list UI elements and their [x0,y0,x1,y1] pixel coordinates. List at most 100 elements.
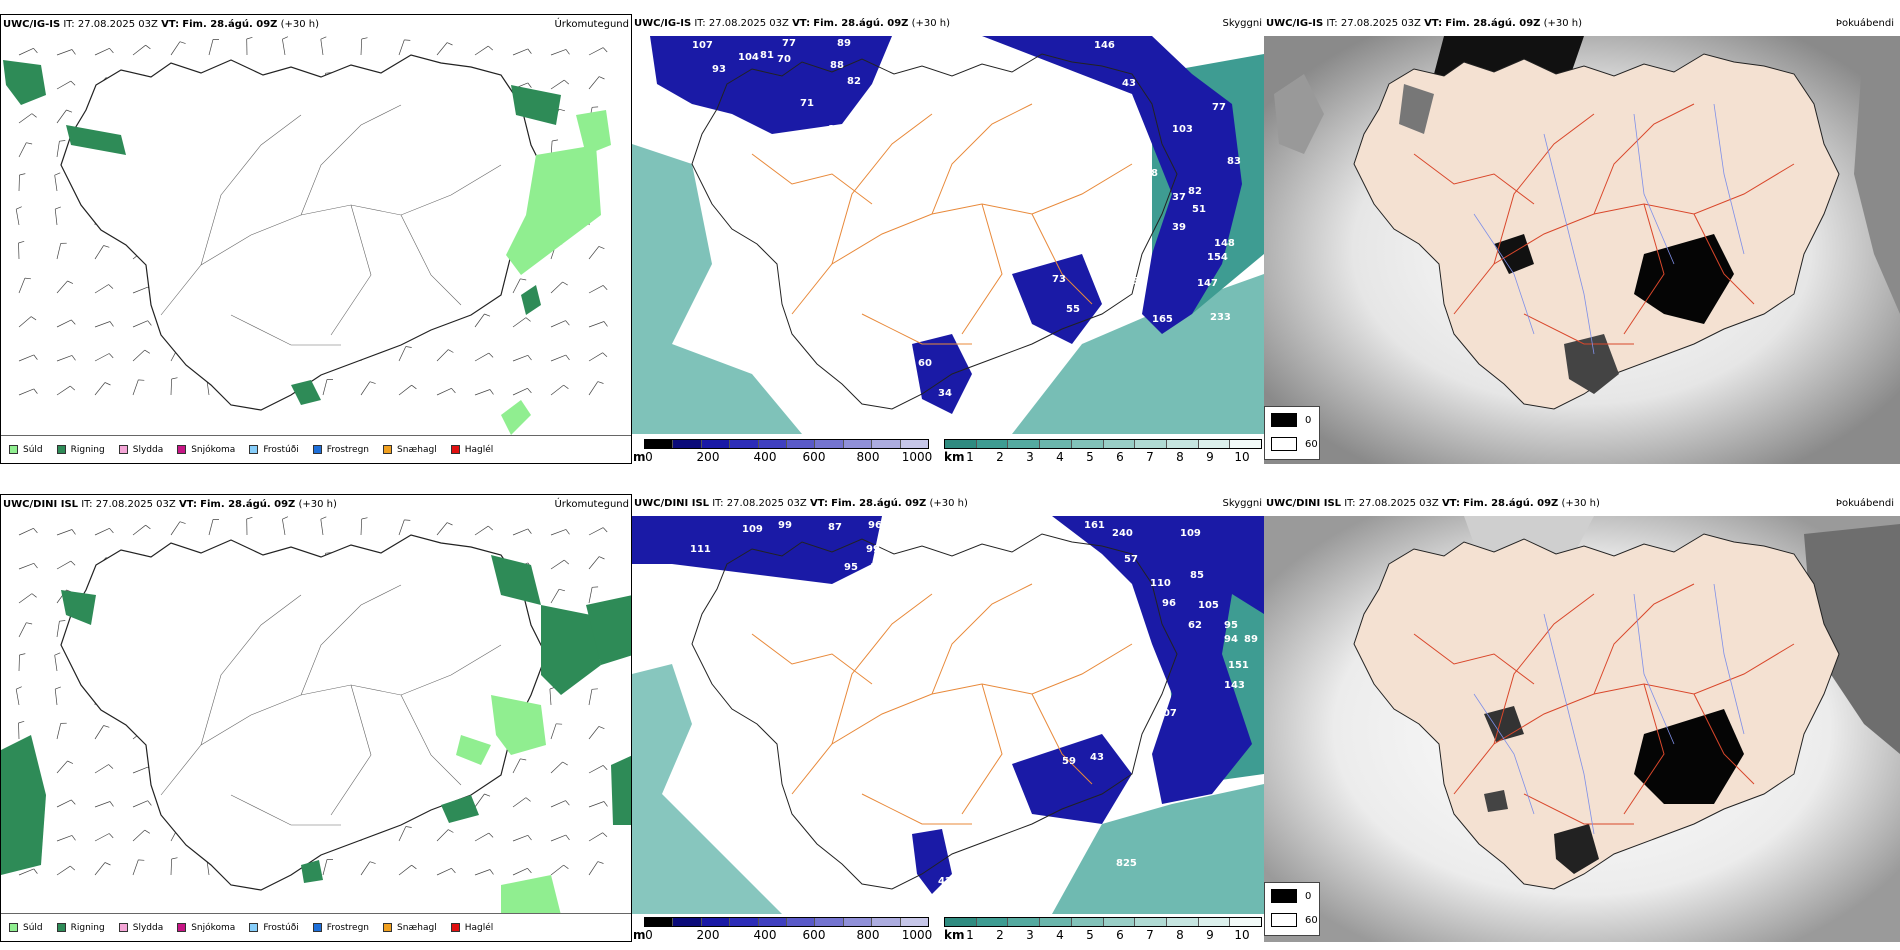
wind-barb-flag [559,588,565,592]
precip-areas [3,60,611,435]
ceiling-number: 99 [866,544,880,555]
ceiling-number: 103 [1172,124,1193,135]
wind-barb [170,521,181,536]
wind-barb-flag [320,36,327,40]
wind-barb [360,861,371,876]
ceiling-number: 825 [1116,858,1137,869]
wind-barb [56,529,73,536]
wind-barb [56,80,72,90]
wind-barb [56,385,71,396]
rivers [1473,103,1745,355]
wind-barb-flag [598,246,605,250]
visibility-tick: 1 [966,450,974,464]
wind-barb-flag [603,321,608,327]
wind-barb-flag [54,652,61,656]
ceiling-number: 109 [1180,528,1201,539]
ceiling-number: 87 [828,522,842,533]
wind-barb-flag [144,349,150,354]
wind-barb-flag [446,42,453,46]
ceiling-number: 12 [1052,216,1066,227]
ceiling-number: 71 [800,98,814,109]
wind-barb-flag [71,529,76,535]
wind-barb-flag [108,833,114,839]
wind-barb-flag [144,829,150,834]
wind-barb-flag [33,563,38,569]
wind-barb-flag [361,37,368,40]
wind-barb [132,859,139,876]
wind-barb-flag [489,869,494,875]
wind-barb [170,41,181,56]
wind-barb-flag [527,82,532,88]
ceiling-number: 100 [870,562,891,573]
wind-barb-flag [30,316,37,321]
wind-barb-flag [411,864,417,870]
wind-barb-flag [563,384,569,389]
road-network [1413,103,1795,345]
visibility-tick: 7 [1146,450,1154,464]
ceiling-number: 57 [1124,554,1138,565]
legend-swatch [312,445,322,454]
wind-barb [56,621,60,638]
ceiling-number: 107 [692,40,713,51]
wind-barb [282,519,286,536]
ceiling-tick: 600 [802,928,826,942]
legend-item-freezing-drizzle: Frostúði [249,445,299,455]
ceiling-number: 85 [1190,570,1204,581]
wind-barb [132,829,145,842]
wind-barb-flag [563,864,569,869]
fog-legend-row: 0 [1271,889,1311,903]
ceiling-number: 89 [1244,634,1258,645]
legend-item-snow: Snjókoma [177,923,235,933]
wind-barb-flag [602,832,608,838]
fog-swatch-light [1271,913,1297,927]
wind-barb-flag [108,284,114,289]
visibility-tick: 10 [1234,928,1250,942]
ceiling-colorbar-strip [644,917,929,927]
ceiling-number: 88 [830,60,844,71]
ceiling-number: 147 [1197,278,1218,289]
wind-barb [94,833,110,842]
bottom-precip-panel: UWC/DINI ISL IT: 27.08.2025 03Z VT: Fim.… [0,494,632,942]
legend-item-snow-pellets: Snæhagl [383,923,437,933]
legend-item-sleet: Slydda [118,445,163,455]
wind-barb [588,381,599,396]
ceiling-colorbar: m 0 200 400 600 800 1000 [632,914,932,942]
visibility-tick: 4 [1056,450,1064,464]
wind-barb [18,142,27,158]
ceiling-number: 109 [742,524,763,535]
bottom-precip-map [1,516,631,915]
legend-swatch [177,445,187,454]
wind-barb-flag [484,313,491,317]
ceiling-number: 148 [1214,238,1235,249]
ceiling-number: 82 [1188,186,1202,197]
ceiling-number: 38 [1144,168,1158,179]
wind-barb-flag [147,320,152,326]
wind-barb [54,175,58,192]
wind-barb [132,524,146,536]
wind-barb [54,655,58,672]
wind-barb-flag [404,519,411,521]
visibility-colorbar: km 1 2 3 4 5 6 7 8 9 10 [944,914,1264,942]
wind-barb-flag [145,44,151,50]
wind-barb [322,859,328,876]
wind-barb [512,528,528,536]
wind-barb-flag [488,45,494,51]
wind-barb [18,622,27,638]
ceiling-number: 60 [918,358,932,369]
wind-barb [588,321,605,328]
wind-barb [360,518,363,536]
wind-barb-flag [448,829,454,833]
wind-barb-flag [108,353,114,359]
ceiling-tick: 1000 [901,450,933,464]
wind-barb [474,389,491,396]
top-precip-title: Úrkomutegund [554,19,629,30]
top-fog-title: Þokuábendi [1835,18,1894,29]
wind-barb-flag [104,382,111,386]
top-fog-map [1264,36,1900,464]
wind-barb-flag [451,388,456,394]
ceiling-number: 107 [1156,708,1177,719]
wind-barb [550,834,567,842]
ceiling-number: 89 [837,38,851,49]
legend-swatch [249,923,259,932]
wind-barb [208,519,214,536]
